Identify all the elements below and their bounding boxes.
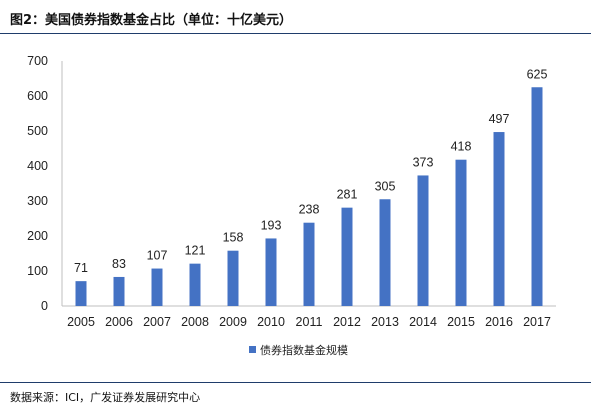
bar xyxy=(151,268,163,306)
x-tick-label: 2017 xyxy=(523,315,551,329)
bar xyxy=(455,159,467,306)
bar-value-label: 83 xyxy=(112,257,126,271)
bar-value-label: 373 xyxy=(413,155,434,169)
y-tick-label: 300 xyxy=(27,194,48,208)
x-tick-label: 2011 xyxy=(296,315,323,329)
x-tick-label: 2012 xyxy=(333,315,361,329)
x-tick-label: 2005 xyxy=(67,315,95,329)
bar xyxy=(341,207,353,306)
bar-value-label: 281 xyxy=(337,188,358,202)
y-axis-ticks: 0 100 200 300 400 500 600 700 xyxy=(27,54,48,313)
bar xyxy=(417,175,429,306)
bar xyxy=(113,276,125,306)
bar-value-label: 158 xyxy=(223,231,244,245)
bars xyxy=(75,87,543,306)
y-tick-label: 0 xyxy=(41,299,48,313)
title-divider xyxy=(0,33,591,34)
legend-swatch xyxy=(249,346,256,353)
x-tick-label: 2013 xyxy=(371,315,399,329)
bar-value-label: 121 xyxy=(185,244,206,258)
x-tick-label: 2009 xyxy=(219,315,247,329)
bar xyxy=(265,238,277,306)
bar-chart: 0 100 200 300 400 500 600 700 71 83 107 121 158 193 2… xyxy=(27,54,556,357)
x-tick-label: 2006 xyxy=(105,315,133,329)
x-tick-label: 2008 xyxy=(181,315,209,329)
bar xyxy=(227,250,239,306)
bar-value-label: 71 xyxy=(74,261,88,275)
bar-value-label: 497 xyxy=(489,112,510,126)
y-tick-label: 500 xyxy=(27,124,48,138)
y-tick-label: 200 xyxy=(27,229,48,243)
bar-value-labels: 71 83 107 121 158 193 238 281 305 373 418 497 625 xyxy=(74,67,547,275)
y-tick-label: 400 xyxy=(27,159,48,173)
source-divider xyxy=(0,382,591,383)
bar-value-label: 238 xyxy=(299,203,320,217)
bar-value-label: 625 xyxy=(527,67,548,81)
legend-label: 债券指数基金规模 xyxy=(260,343,348,357)
bar xyxy=(75,281,87,306)
y-tick-label: 700 xyxy=(27,54,48,68)
x-tick-label: 2010 xyxy=(257,315,285,329)
x-tick-label: 2007 xyxy=(143,315,171,329)
x-tick-label: 2014 xyxy=(409,315,437,329)
chart-container: 0 100 200 300 400 500 600 700 71 83 107 121 158 193 2… xyxy=(0,35,591,375)
figure-title: 图2：美国债券指数基金占比（单位：十亿美元） xyxy=(10,13,293,28)
source-note: 数据来源：ICI，广发证券发展研究中心 xyxy=(10,391,201,404)
bar xyxy=(379,199,391,306)
x-tick-label: 2016 xyxy=(485,315,513,329)
chart-legend: 债券指数基金规模 xyxy=(249,343,348,357)
bar xyxy=(531,87,543,306)
bar xyxy=(189,263,201,306)
y-tick-label: 600 xyxy=(27,89,48,103)
x-axis-ticks: 2005 2006 2007 2008 2009 2010 2011 2012 2013 2014… xyxy=(67,315,551,329)
bar-value-label: 418 xyxy=(451,140,472,154)
y-tick-label: 100 xyxy=(27,264,48,278)
bar xyxy=(303,222,315,306)
bar-value-label: 193 xyxy=(261,218,282,232)
x-tick-label: 2015 xyxy=(447,315,475,329)
bar-value-label: 107 xyxy=(147,249,168,263)
bar-value-label: 305 xyxy=(375,179,396,193)
bar xyxy=(493,132,505,306)
